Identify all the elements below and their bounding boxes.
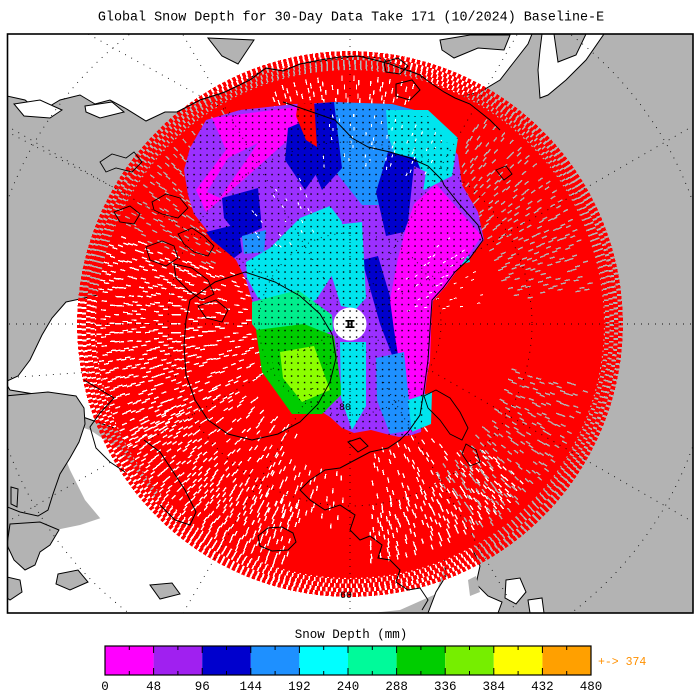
svg-text:Global Snow Depth for 30-Day D: Global Snow Depth for 30-Day Data Take 1… bbox=[98, 11, 604, 26]
svg-text:Snow Depth (mm): Snow Depth (mm) bbox=[295, 628, 408, 642]
svg-text:432: 432 bbox=[531, 680, 554, 694]
svg-text:60: 60 bbox=[340, 591, 352, 602]
svg-text:48: 48 bbox=[146, 680, 161, 694]
svg-text:144: 144 bbox=[240, 680, 263, 694]
svg-text:192: 192 bbox=[288, 680, 311, 694]
svg-text:288: 288 bbox=[385, 680, 408, 694]
svg-text:384: 384 bbox=[483, 680, 506, 694]
svg-text:96: 96 bbox=[195, 680, 210, 694]
svg-text:80: 80 bbox=[339, 403, 351, 414]
svg-text:240: 240 bbox=[337, 680, 360, 694]
svg-text:+-> 374: +-> 374 bbox=[598, 656, 646, 669]
svg-text:0: 0 bbox=[101, 680, 109, 694]
svg-text:480: 480 bbox=[580, 680, 603, 694]
svg-text:336: 336 bbox=[434, 680, 457, 694]
